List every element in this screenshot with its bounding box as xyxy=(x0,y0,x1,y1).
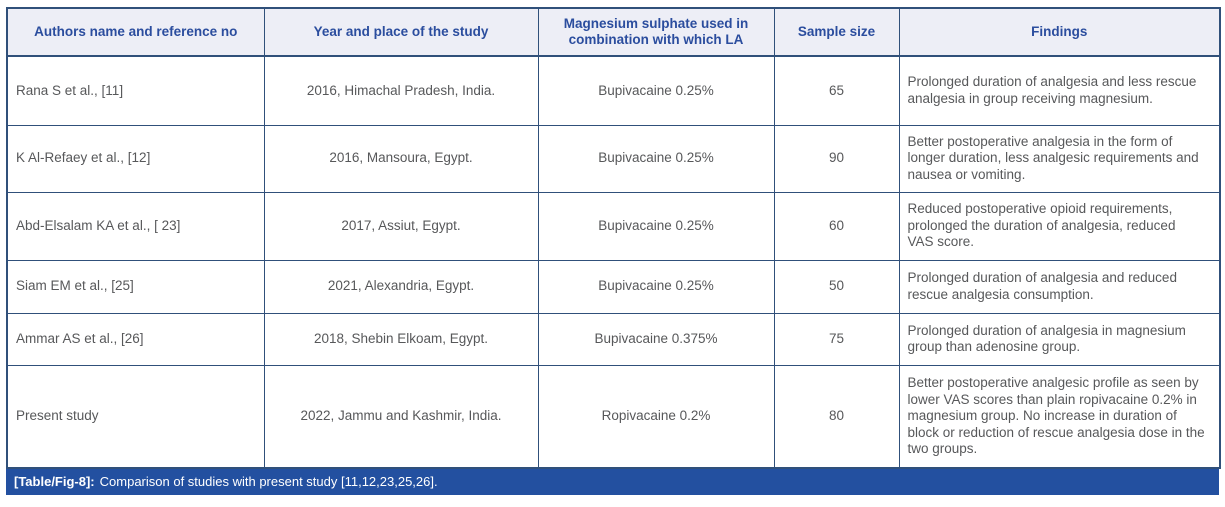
authors-cell: Present study xyxy=(6,364,265,469)
la-combination-cell: Bupivacaine 0.25% xyxy=(537,191,775,261)
la-combination-cell: Bupivacaine 0.25% xyxy=(537,55,775,126)
table-row: Rana S et al., [11] 2016, Himachal Prades… xyxy=(6,55,1221,126)
column-header: Findings xyxy=(898,7,1221,57)
findings-cell: Reduced postoperative opioid requirement… xyxy=(898,191,1221,261)
year-place-cell: 2022, Jammu and Kashmir, India. xyxy=(263,364,539,469)
findings-cell: Prolonged duration of analgesia in magne… xyxy=(898,312,1221,366)
la-combination-cell: Bupivacaine 0.25% xyxy=(537,259,775,314)
table-row: K Al-Refaey et al., [12] 2016, Mansoura, … xyxy=(6,124,1221,193)
comparison-table: Authors name and reference no Year and pl… xyxy=(6,7,1221,469)
caption-label: [Table/Fig-8]: xyxy=(14,474,95,489)
column-header: Sample size xyxy=(773,7,900,57)
findings-cell: Better postoperative analgesia in the fo… xyxy=(898,124,1221,193)
table-row: Present study 2022, Jammu and Kashmir, In… xyxy=(6,364,1221,469)
table-figure: Authors name and reference no Year and pl… xyxy=(6,7,1221,495)
la-combination-cell: Ropivacaine 0.2% xyxy=(537,364,775,469)
findings-cell: Prolonged duration of analgesia and redu… xyxy=(898,259,1221,314)
sample-size-cell: 65 xyxy=(773,55,900,126)
la-combination-cell: Bupivacaine 0.375% xyxy=(537,312,775,366)
sample-size-cell: 75 xyxy=(773,312,900,366)
table-row: Siam EM et al., [25] 2021, Alexandria, Eg… xyxy=(6,259,1221,314)
table-row: Ammar AS et al., [26] 2018, Shebin Elkoam… xyxy=(6,312,1221,366)
sample-size-cell: 80 xyxy=(773,364,900,469)
caption-text: Comparison of studies with present study… xyxy=(99,474,438,489)
column-header: Year and place of the study xyxy=(263,7,539,57)
year-place-cell: 2017, Assiut, Egypt. xyxy=(263,191,539,261)
authors-cell: Ammar AS et al., [26] xyxy=(6,312,265,366)
findings-cell: Better postoperative analgesic profile a… xyxy=(898,364,1221,469)
authors-cell: K Al-Refaey et al., [12] xyxy=(6,124,265,193)
findings-cell: Prolonged duration of analgesia and less… xyxy=(898,55,1221,126)
authors-cell: Rana S et al., [11] xyxy=(6,55,265,126)
column-header: Authors name and reference no xyxy=(6,7,265,57)
la-combination-cell: Bupivacaine 0.25% xyxy=(537,124,775,193)
sample-size-cell: 90 xyxy=(773,124,900,193)
header-row: Authors name and reference no Year and pl… xyxy=(6,7,1221,57)
year-place-cell: 2021, Alexandria, Egypt. xyxy=(263,259,539,314)
sample-size-cell: 60 xyxy=(773,191,900,261)
table-row: Abd-Elsalam KA et al., [ 23] 2017, Assiut… xyxy=(6,191,1221,261)
authors-cell: Siam EM et al., [25] xyxy=(6,259,265,314)
year-place-cell: 2016, Mansoura, Egypt. xyxy=(263,124,539,193)
authors-cell: Abd-Elsalam KA et al., [ 23] xyxy=(6,191,265,261)
column-header: Magnesium sulphate used in combination w… xyxy=(537,7,775,57)
sample-size-cell: 50 xyxy=(773,259,900,314)
table-body: Rana S et al., [11] 2016, Himachal Prades… xyxy=(6,55,1221,469)
year-place-cell: 2016, Himachal Pradesh, India. xyxy=(263,55,539,126)
table-caption: [Table/Fig-8]: Comparison of studies with… xyxy=(6,469,1219,495)
year-place-cell: 2018, Shebin Elkoam, Egypt. xyxy=(263,312,539,366)
